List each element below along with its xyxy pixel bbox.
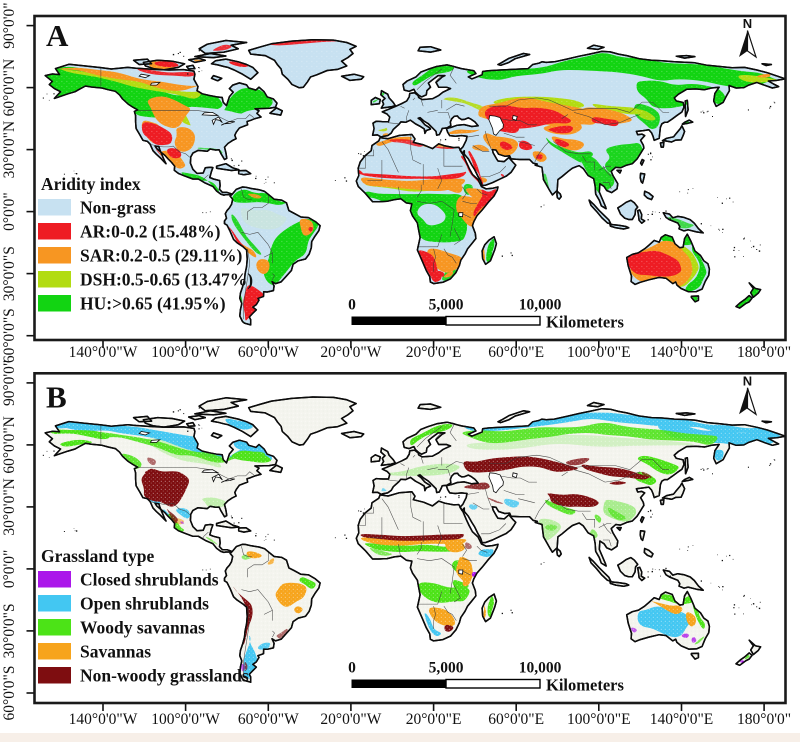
svg-text:20°0'0"W: 20°0'0"W [320, 344, 381, 361]
svg-text:30°0'0"N: 30°0'0"N [1, 478, 18, 536]
svg-text:0: 0 [348, 660, 356, 677]
svg-text:60°0'0"S: 60°0'0"S [1, 308, 18, 363]
svg-text:140°0'0"W: 140°0'0"W [69, 711, 138, 728]
svg-text:N: N [743, 373, 752, 388]
svg-text:Grassland type: Grassland type [41, 546, 155, 566]
svg-text:0°0'0": 0°0'0" [1, 192, 18, 231]
svg-text:Woody savannas: Woody savannas [80, 618, 205, 638]
svg-text:20°0'0"W: 20°0'0"W [320, 711, 381, 728]
svg-text:DSH:0.5-0.65 (13.47%): DSH:0.5-0.65 (13.47%) [80, 270, 253, 290]
svg-text:0°0'0": 0°0'0" [1, 550, 18, 589]
svg-text:100°0'0"W: 100°0'0"W [151, 344, 220, 361]
svg-text:SAR:0.2-0.5 (29.11%): SAR:0.2-0.5 (29.11%) [80, 246, 243, 266]
svg-text:Aridity index: Aridity index [41, 174, 141, 194]
svg-text:A: A [46, 18, 69, 53]
svg-text:Non-grass: Non-grass [80, 198, 156, 218]
svg-text:180°0'0": 180°0'0" [737, 711, 791, 728]
svg-text:140°0'0"E: 140°0'0"E [650, 711, 714, 728]
svg-text:90°0'0": 90°0'0" [1, 2, 18, 48]
svg-text:N: N [743, 16, 752, 31]
svg-text:AR:0-0.2 (15.48%): AR:0-0.2 (15.48%) [80, 222, 221, 242]
svg-text:90°0'0": 90°0'0" [1, 360, 18, 406]
svg-text:10,000: 10,000 [519, 660, 562, 677]
svg-text:30°0'0"S: 30°0'0"S [1, 246, 18, 301]
svg-text:30°0'0"N: 30°0'0"N [1, 121, 18, 179]
svg-text:Savannas: Savannas [80, 642, 151, 662]
svg-text:B: B [46, 379, 67, 414]
svg-text:Kilometers: Kilometers [546, 313, 624, 332]
svg-text:140°0'0"E: 140°0'0"E [650, 344, 714, 361]
svg-text:20°0'0"E: 20°0'0"E [406, 711, 462, 728]
svg-text:100°0'0"E: 100°0'0"E [567, 711, 631, 728]
svg-text:180°0'0": 180°0'0" [737, 344, 791, 361]
svg-text:Kilometers: Kilometers [546, 676, 624, 695]
svg-text:Non-woody grasslands: Non-woody grasslands [80, 666, 249, 686]
svg-text:60°0'0"E: 60°0'0"E [488, 344, 544, 361]
svg-text:20°0'0"E: 20°0'0"E [406, 344, 462, 361]
svg-text:100°0'0"E: 100°0'0"E [567, 344, 631, 361]
svg-text:Closed shrublands: Closed shrublands [80, 570, 219, 590]
svg-text:0: 0 [348, 297, 356, 314]
svg-text:60°0'0"S: 60°0'0"S [1, 666, 18, 721]
svg-text:60°0'0"E: 60°0'0"E [488, 711, 544, 728]
svg-text:30°0'0"S: 30°0'0"S [1, 603, 18, 658]
svg-text:60°0'0"N: 60°0'0"N [1, 416, 18, 474]
svg-text:60°0'0"N: 60°0'0"N [1, 59, 18, 117]
svg-text:60°0'0"W: 60°0'0"W [238, 344, 299, 361]
svg-text:100°0'0"W: 100°0'0"W [151, 711, 220, 728]
svg-text:5,000: 5,000 [429, 660, 464, 677]
svg-text:5,000: 5,000 [429, 297, 464, 314]
svg-text:10,000: 10,000 [519, 297, 562, 314]
svg-text:60°0'0"W: 60°0'0"W [238, 711, 299, 728]
svg-text:140°0'0"W: 140°0'0"W [69, 344, 138, 361]
svg-text:HU:>0.65 (41.95%): HU:>0.65 (41.95%) [80, 294, 226, 314]
svg-text:Open shrublands: Open shrublands [80, 594, 209, 614]
